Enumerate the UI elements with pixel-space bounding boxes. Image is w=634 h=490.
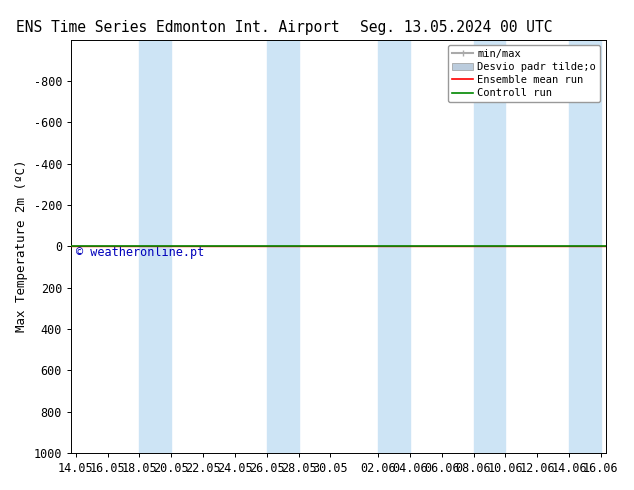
Bar [474,40,505,453]
Bar [378,40,410,453]
Bar [267,40,299,453]
Bar [569,40,601,453]
Legend: min/max, Desvio padr tilde;o, Ensemble mean run, Controll run: min/max, Desvio padr tilde;o, Ensemble m… [448,45,600,102]
Text: © weatheronline.pt: © weatheronline.pt [77,246,205,259]
Y-axis label: Max Temperature 2m (ºC): Max Temperature 2m (ºC) [15,160,28,333]
Bar [139,40,171,453]
Text: ENS Time Series Edmonton Int. Airport: ENS Time Series Edmonton Int. Airport [16,20,339,35]
Text: Seg. 13.05.2024 00 UTC: Seg. 13.05.2024 00 UTC [360,20,553,35]
